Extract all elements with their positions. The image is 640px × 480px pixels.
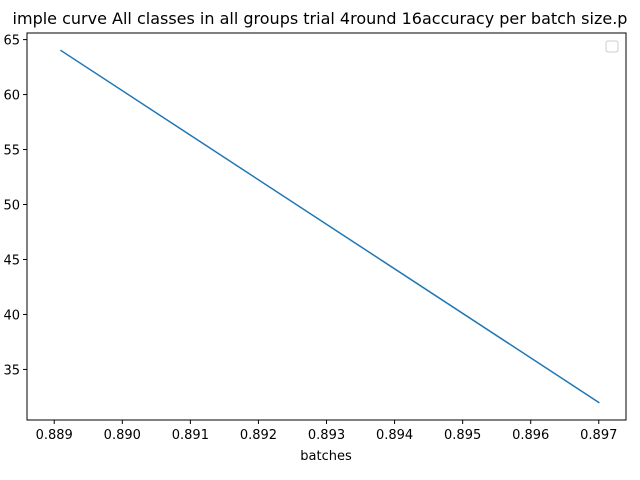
x-axis-ticks: 0.889 0.890 0.891 0.892 0.893 0.894 0.895 0.896… xyxy=(36,420,617,443)
y-tick-label: 65 xyxy=(3,34,20,49)
x-tick-label: 0.892 xyxy=(240,428,277,443)
chart-title: imple curve All classes in all groups tr… xyxy=(13,9,628,28)
y-tick-label: 45 xyxy=(3,253,20,268)
legend-box xyxy=(605,40,619,53)
series-layer xyxy=(59,49,600,404)
plot-frame xyxy=(26,32,627,421)
y-tick-label: 55 xyxy=(3,144,20,159)
x-tick-label: 0.891 xyxy=(172,428,209,443)
y-axis-ticks: 35 40 45 50 55 60 65 xyxy=(3,34,27,378)
x-tick-label: 0.893 xyxy=(308,428,345,443)
x-tick-label: 0.894 xyxy=(376,428,413,443)
y-tick-label: 35 xyxy=(3,363,20,378)
y-tick-label: 60 xyxy=(3,89,20,104)
x-tick-label: 0.896 xyxy=(512,428,549,443)
series-line xyxy=(59,49,600,404)
y-tick-label: 50 xyxy=(3,199,20,214)
x-tick-label: 0.897 xyxy=(580,428,617,443)
legend xyxy=(605,40,619,53)
x-tick-label: 0.895 xyxy=(444,428,481,443)
x-tick-label: 0.890 xyxy=(104,428,141,443)
x-tick-label: 0.889 xyxy=(36,428,73,443)
x-axis-label: batches xyxy=(300,449,352,464)
y-tick-label: 40 xyxy=(3,308,20,323)
